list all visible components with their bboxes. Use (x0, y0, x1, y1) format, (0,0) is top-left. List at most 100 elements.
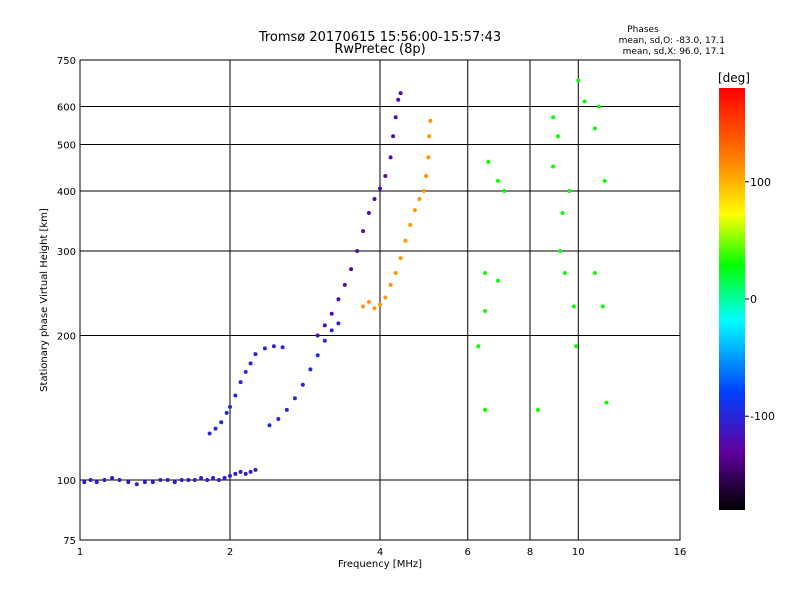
data-point (502, 189, 507, 193)
x-tick-label: 4 (377, 547, 383, 558)
data-point (372, 306, 377, 311)
data-point (284, 407, 289, 412)
data-point (398, 256, 403, 261)
data-point (228, 404, 232, 409)
data-point (536, 407, 540, 412)
data-point (329, 328, 334, 333)
colorbar-tick-label: -100 (750, 410, 775, 423)
data-point (391, 134, 396, 139)
data-point (567, 189, 572, 193)
y-tick-label: 200 (57, 332, 76, 343)
data-point (233, 471, 238, 476)
data-point (172, 480, 177, 485)
data-point (150, 480, 155, 485)
data-point (110, 476, 115, 480)
data-point (366, 299, 371, 304)
data-point (280, 345, 285, 350)
colorbar (719, 88, 745, 510)
colorbar-label: [deg] (718, 71, 750, 85)
data-point (219, 420, 224, 425)
data-point (604, 400, 609, 405)
chart-grid (80, 60, 680, 540)
data-point (378, 302, 382, 307)
data-point (253, 352, 258, 357)
data-point (476, 344, 481, 349)
data-point (322, 323, 327, 328)
data-point (300, 382, 305, 387)
data-point (207, 431, 212, 436)
data-point (496, 278, 500, 283)
data-point (600, 304, 605, 309)
chart-points (82, 78, 609, 487)
data-point (213, 426, 218, 431)
data-point (276, 417, 281, 421)
data-point (238, 469, 243, 474)
chart-title: Tromsø 20170615 15:56:00-15:57:43 (258, 30, 501, 45)
data-point (342, 282, 347, 287)
data-point (126, 480, 131, 485)
colorbar-tick-label: 100 (750, 176, 771, 189)
data-point (426, 155, 431, 160)
data-point (366, 211, 371, 215)
data-point (592, 126, 597, 131)
colorbar-ticks: 100 0 -100 (745, 176, 775, 423)
data-point (238, 380, 243, 385)
data-point (179, 478, 184, 482)
data-point (253, 467, 258, 472)
data-point (571, 304, 576, 309)
data-point (228, 473, 232, 478)
data-point (408, 222, 413, 227)
data-point (199, 476, 204, 480)
data-point (205, 478, 210, 482)
data-point (424, 174, 429, 178)
data-point (158, 478, 163, 482)
data-point (602, 178, 607, 183)
y-axis-ticks: 75 100 200 300 400 500 600 750 (57, 56, 76, 547)
data-point (555, 134, 560, 139)
y-tick-label: 75 (63, 536, 76, 547)
data-point (315, 333, 320, 338)
data-point (388, 155, 393, 160)
data-point (336, 321, 341, 326)
data-point (315, 353, 320, 358)
data-point (551, 164, 556, 169)
data-point (427, 134, 432, 139)
data-point (560, 211, 565, 215)
data-point (355, 249, 360, 253)
data-point (388, 282, 393, 287)
data-point (383, 174, 388, 178)
data-point (486, 159, 491, 164)
data-point (483, 309, 488, 313)
x-tick-label: 6 (465, 547, 471, 558)
data-point (329, 311, 334, 316)
data-point (403, 238, 408, 243)
data-point (165, 478, 170, 482)
data-point (142, 480, 147, 485)
data-point (322, 338, 327, 343)
data-point (94, 480, 99, 485)
data-point (243, 369, 248, 374)
colorbar-tick-label: 0 (750, 293, 757, 306)
y-tick-label: 600 (57, 103, 76, 114)
y-tick-label: 500 (57, 141, 76, 152)
data-point (88, 478, 93, 482)
data-point (192, 478, 197, 482)
data-point (421, 189, 426, 193)
phases-legend-x: mean, sd,X: 96.0, 17.1 (623, 47, 725, 57)
data-point (483, 407, 488, 412)
data-point (428, 118, 433, 123)
x-axis-ticks: 1 2 4 6 8 10 16 (77, 547, 687, 558)
y-tick-label: 750 (57, 56, 76, 67)
data-point (248, 361, 253, 366)
data-point (551, 115, 556, 120)
data-point (417, 197, 422, 201)
data-point (186, 478, 191, 482)
data-point (117, 478, 122, 482)
data-point (336, 297, 341, 302)
data-point (349, 267, 354, 272)
y-tick-label: 100 (57, 476, 76, 487)
data-point (574, 344, 579, 349)
data-point (267, 423, 272, 428)
